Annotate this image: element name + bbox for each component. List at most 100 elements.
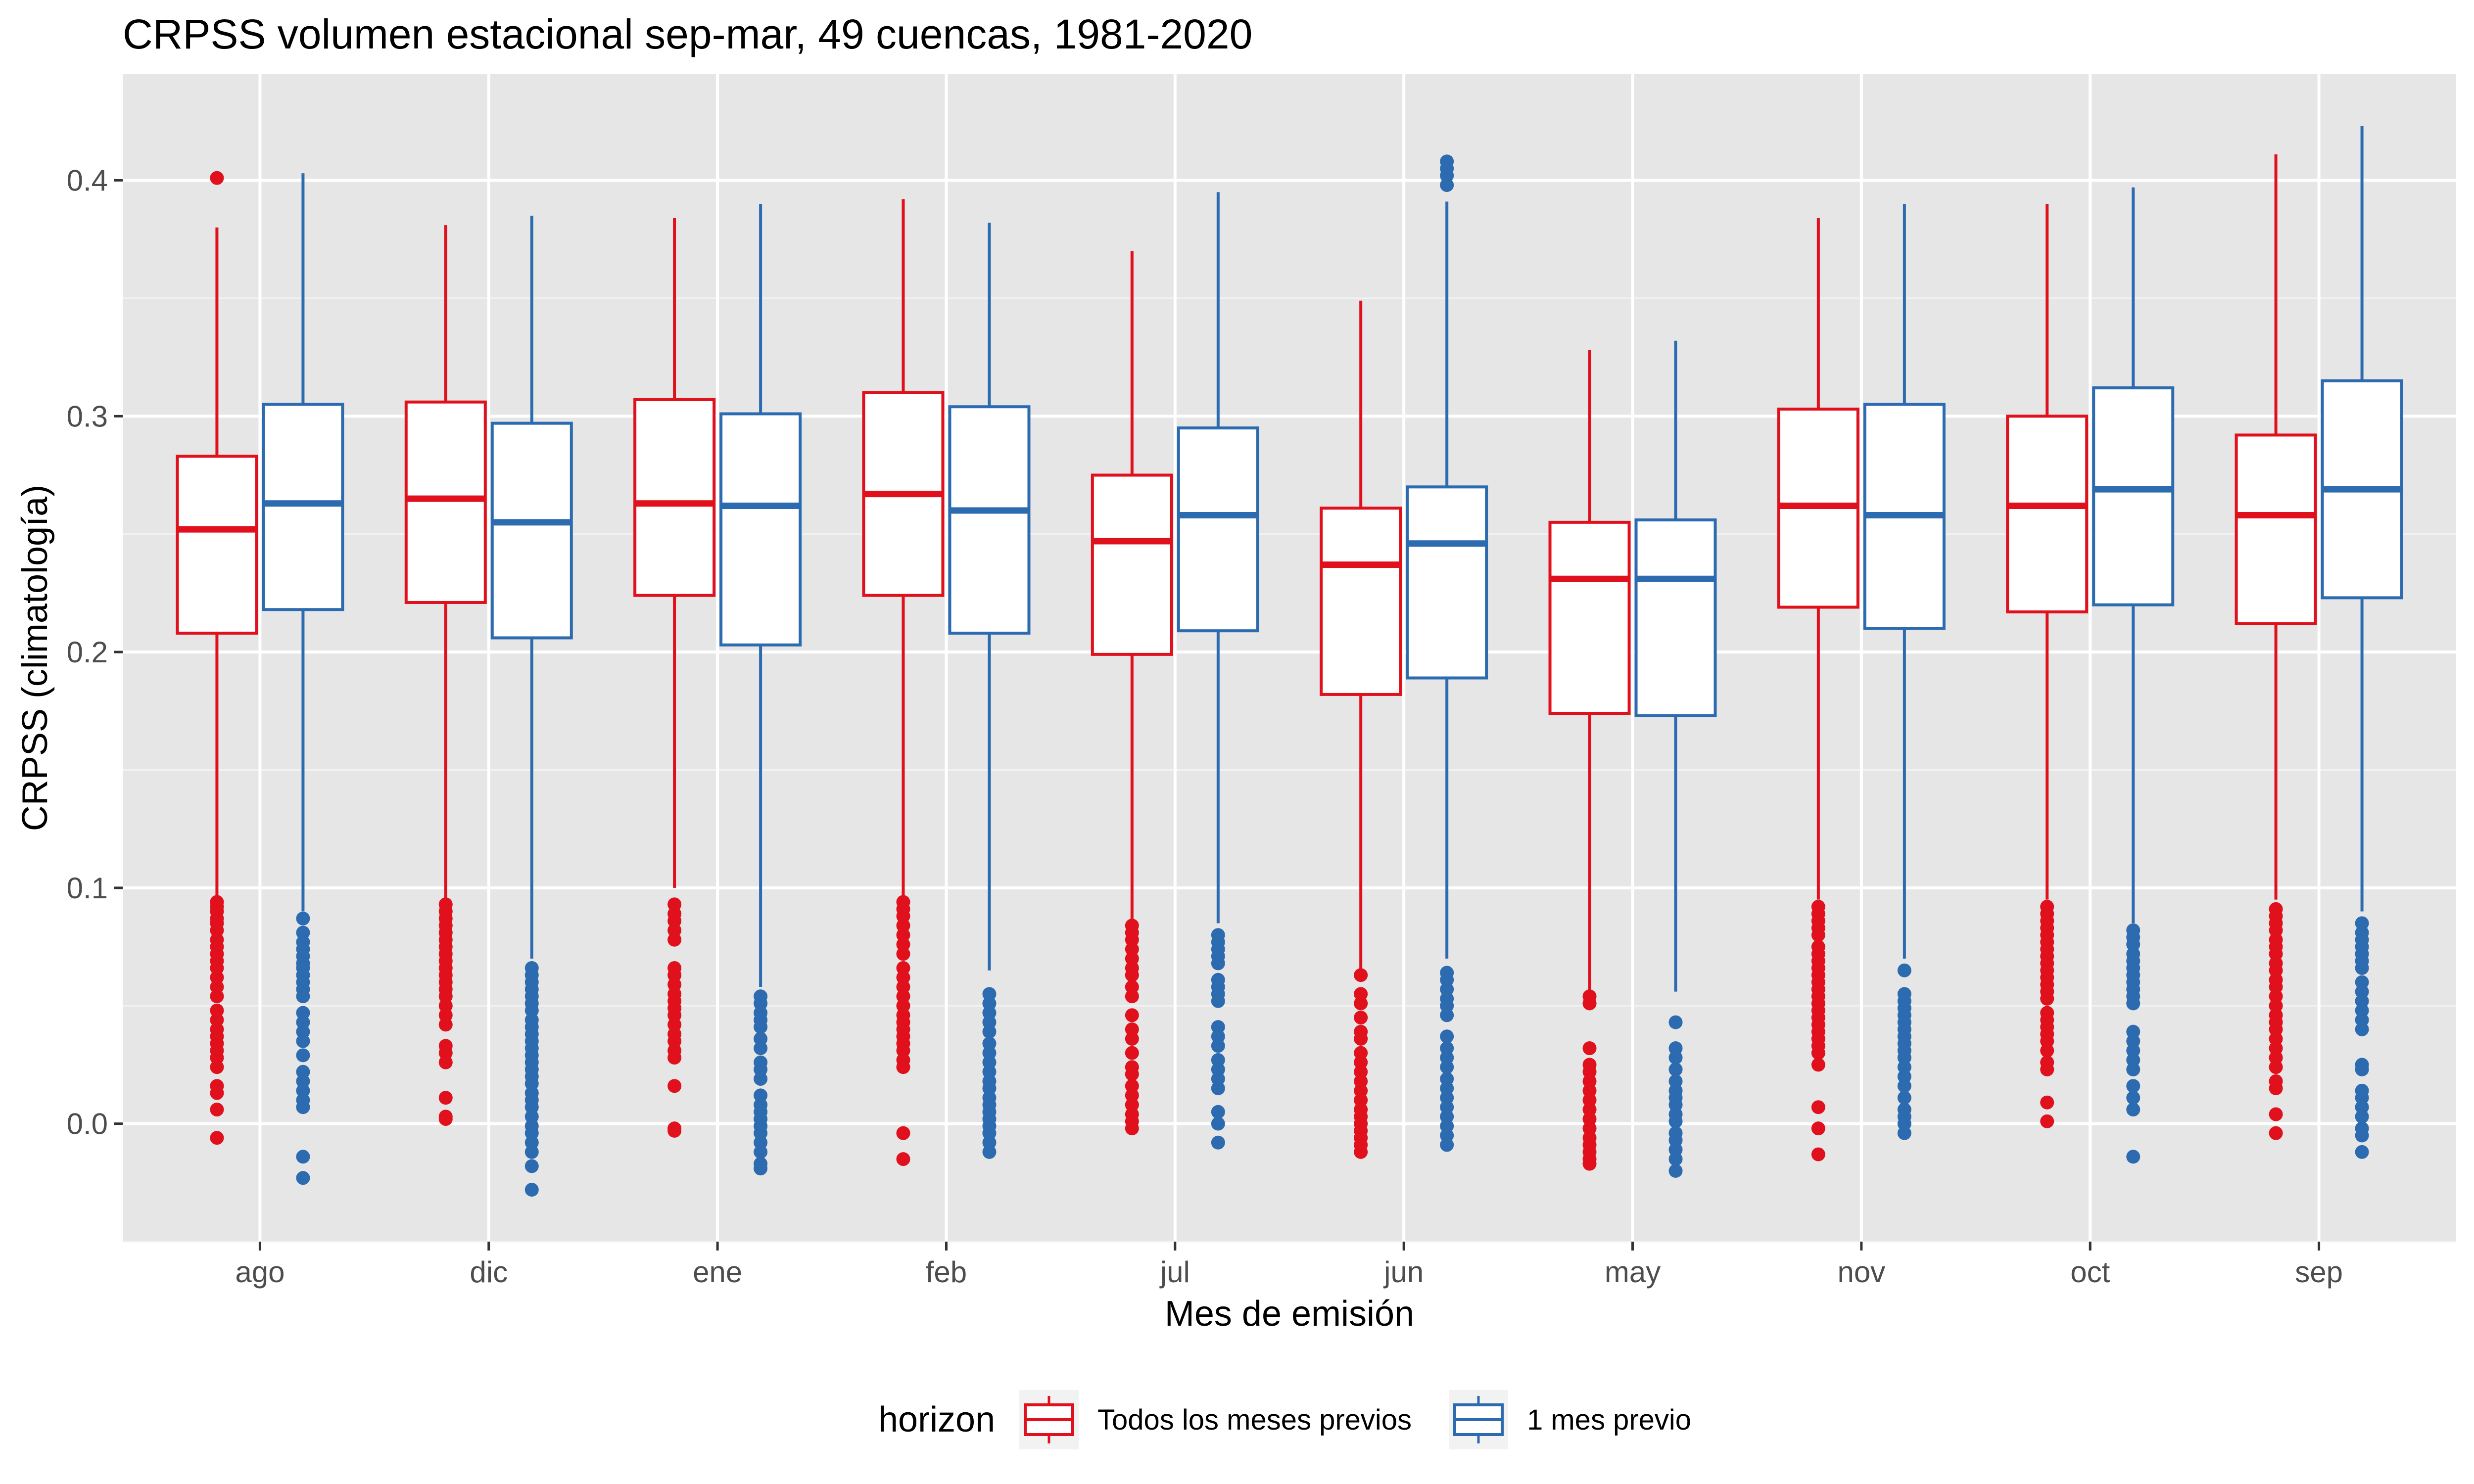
x-tick-label: feb xyxy=(926,1255,967,1289)
box-iqr xyxy=(719,412,802,647)
outlier-point xyxy=(524,1145,539,1159)
outlier-point xyxy=(210,1086,224,1100)
outlier-point xyxy=(2269,1107,2283,1121)
outlier-point xyxy=(1811,928,1825,942)
outlier-point xyxy=(1125,989,1139,1004)
outlier-point xyxy=(754,1161,768,1176)
x-tick-label: jul xyxy=(1159,1255,1190,1289)
outlier-point xyxy=(296,1171,310,1185)
outlier-point xyxy=(2126,1103,2141,1117)
y-tick-label: 0.0 xyxy=(67,1108,108,1141)
outlier-point xyxy=(1354,1011,1368,1025)
legend-item-0: Todos los meses previos xyxy=(1019,1390,1412,1449)
box-jun-series-0 xyxy=(1320,300,1402,1159)
box-ene-series-1 xyxy=(719,204,802,1176)
outlier-point xyxy=(524,1183,539,1197)
y-tick-label: 0.4 xyxy=(67,164,108,197)
outlier-point xyxy=(1211,994,1225,1008)
box-ene-series-0 xyxy=(633,218,716,1138)
outlier-point xyxy=(1354,1145,1368,1159)
box-may-series-0 xyxy=(1548,350,1631,1171)
box-ago-series-1 xyxy=(262,173,344,1185)
outlier-point xyxy=(2126,1062,2141,1076)
outlier-point xyxy=(296,1100,310,1114)
outlier-point xyxy=(296,1150,310,1164)
box-iqr xyxy=(1320,507,1402,696)
outlier-point xyxy=(2126,996,2141,1011)
box-iqr xyxy=(1634,518,1717,717)
outlier-point xyxy=(982,1145,997,1159)
outlier-point xyxy=(896,1126,910,1140)
box-nov-series-1 xyxy=(1863,204,1946,1140)
legend-title: horizon xyxy=(878,1400,995,1439)
x-tick-label: ene xyxy=(693,1255,742,1289)
box-feb-series-1 xyxy=(948,223,1031,1159)
outlier-point xyxy=(2126,1091,2141,1105)
outlier-point xyxy=(1354,996,1368,1011)
outlier-point xyxy=(1668,1051,1683,1065)
outlier-point xyxy=(1668,1152,1683,1166)
outlier-point xyxy=(896,947,910,961)
y-axis-ticks: 0.0 0.1 0.2 0.3 0.4 xyxy=(67,164,123,1141)
box-iqr xyxy=(262,403,344,611)
outlier-point xyxy=(1668,1015,1683,1029)
outlier-point xyxy=(1440,178,1454,192)
x-tick-label: jun xyxy=(1383,1255,1424,1289)
box-iqr xyxy=(490,421,573,640)
outlier-point xyxy=(982,1024,997,1039)
outlier-point xyxy=(438,1091,453,1105)
legend: horizon Todos los meses previos 1 mes pre… xyxy=(878,1390,1691,1449)
outlier-point xyxy=(754,1041,768,1056)
chart-title: CRPSS volumen estacional sep-mar, 49 cue… xyxy=(123,11,1252,57)
outlier-point xyxy=(210,989,224,1004)
outlier-point xyxy=(2126,1150,2141,1164)
outlier-point xyxy=(210,1060,224,1074)
outlier-point xyxy=(1811,1147,1825,1161)
x-tick-label: sep xyxy=(2295,1255,2343,1289)
outlier-point xyxy=(1211,1105,1225,1119)
outlier-point xyxy=(2355,961,2369,975)
outlier-point xyxy=(1897,1079,1911,1093)
outlier-point xyxy=(2040,991,2054,1006)
outlier-point xyxy=(296,989,310,1004)
legend-item-1: 1 mes previo xyxy=(1449,1390,1691,1449)
outlier-point xyxy=(1354,1031,1368,1046)
outlier-point xyxy=(896,1152,910,1166)
y-tick-label: 0.2 xyxy=(67,636,108,669)
x-tick-label: ago xyxy=(235,1255,285,1289)
outlier-point xyxy=(2355,1062,2369,1076)
box-dic-series-0 xyxy=(404,225,487,1126)
legend-label: Todos los meses previos xyxy=(1097,1404,1412,1436)
x-tick-label: dic xyxy=(470,1255,508,1289)
outlier-point xyxy=(2040,1114,2054,1128)
outlier-point xyxy=(754,1072,768,1086)
outlier-point xyxy=(210,1131,224,1145)
outlier-point xyxy=(1668,1114,1683,1128)
box-iqr xyxy=(2092,386,2175,606)
box-may-series-1 xyxy=(1634,340,1717,1178)
legend-label: 1 mes previo xyxy=(1527,1404,1691,1436)
outlier-point xyxy=(1811,1058,1825,1072)
outlier-point xyxy=(2040,1062,2054,1076)
outlier-point xyxy=(2355,1128,2369,1143)
plot-panel xyxy=(123,74,2456,1242)
outlier-point xyxy=(2126,1079,2141,1093)
outlier-point xyxy=(1125,1067,1139,1081)
box-nov-series-0 xyxy=(1777,218,1859,1161)
x-tick-label: may xyxy=(1605,1255,1661,1289)
x-axis-ticks: ago dic ene feb jul jun may nov oct sep xyxy=(235,1242,2343,1289)
outlier-point xyxy=(754,1145,768,1159)
outlier-point xyxy=(896,1060,910,1074)
y-tick-label: 0.1 xyxy=(67,872,108,905)
box-iqr xyxy=(176,455,258,635)
outlier-point xyxy=(1125,968,1139,982)
box-sep-series-1 xyxy=(2321,126,2403,1159)
outlier-point xyxy=(1811,1121,1825,1136)
outlier-point xyxy=(667,1123,682,1138)
box-jul-series-1 xyxy=(1177,192,1259,1150)
x-tick-label: oct xyxy=(2070,1255,2110,1289)
box-jun-series-1 xyxy=(1406,154,1488,1152)
outlier-point xyxy=(2040,1043,2054,1058)
outlier-point xyxy=(1668,1062,1683,1076)
box-ago-series-0 xyxy=(176,171,258,1145)
